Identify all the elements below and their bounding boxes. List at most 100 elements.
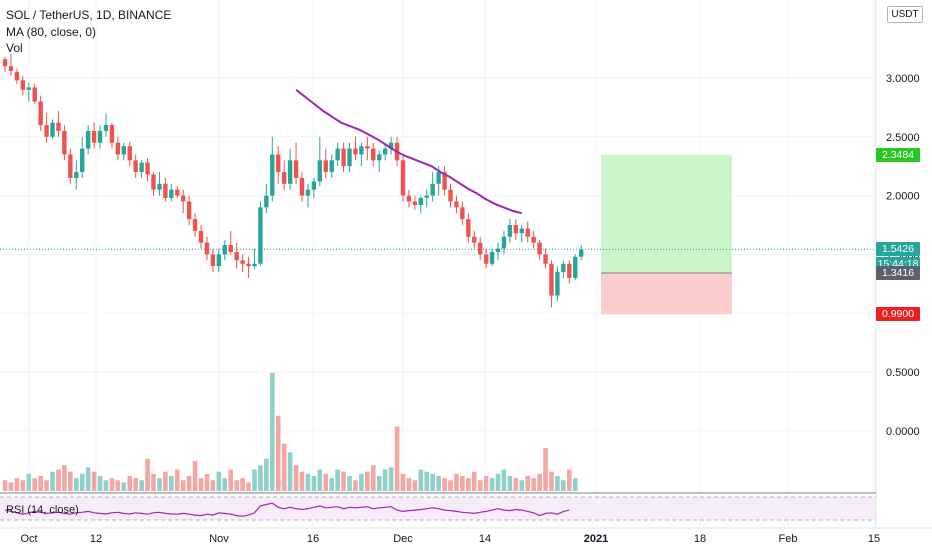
time-tick-label: Dec (393, 533, 413, 545)
volume-bar (192, 460, 198, 491)
candle-body (252, 263, 257, 267)
volume-bar (252, 469, 257, 491)
time-tick-label: 15 (868, 533, 880, 545)
volume-bar (394, 426, 400, 491)
candle-body (573, 256, 578, 278)
candle-body (382, 148, 388, 155)
candle-body (299, 177, 305, 196)
volume-bar (91, 471, 97, 491)
volume-bar (555, 475, 560, 491)
candle-body (424, 195, 429, 198)
volume-bar (388, 467, 394, 491)
candle-body (151, 174, 156, 190)
candle-body (371, 148, 376, 161)
candle-body (430, 183, 435, 196)
candle-body (62, 130, 67, 155)
volume-bar (121, 482, 127, 491)
volume-bar (436, 475, 441, 491)
symbol-title: SOL / TetherUS, 1D, BINANCE (6, 8, 172, 22)
candle-body (234, 252, 239, 261)
candle-body (240, 260, 245, 264)
volume-bar (341, 471, 346, 491)
volume-bar (454, 473, 459, 491)
candle-body (323, 160, 328, 173)
volume-bar (442, 478, 447, 491)
volume-bar (79, 473, 85, 491)
volume-bar (163, 471, 168, 491)
candle-body (210, 254, 216, 267)
candle-body (281, 172, 287, 184)
currency-button[interactable]: USDT (887, 6, 923, 23)
volume-bar (151, 473, 156, 491)
volume-bar (198, 478, 204, 491)
volume-bar (406, 478, 412, 491)
volume-bar (525, 475, 531, 491)
candle-body (133, 160, 138, 173)
volume-bar (293, 465, 299, 491)
candle-body (448, 189, 453, 202)
candle-body (80, 148, 85, 173)
volume-bar (210, 480, 216, 491)
candle-body (400, 160, 406, 196)
volume-bar (222, 478, 228, 491)
volume-bar (519, 480, 525, 491)
candle-body (537, 242, 542, 255)
volume-bar (311, 475, 317, 491)
volume-bar (20, 480, 26, 491)
candle-body (222, 244, 227, 255)
candle-body (163, 183, 168, 198)
profit-zone (601, 154, 732, 274)
volume-bar (507, 475, 513, 491)
volume-bar (370, 465, 376, 491)
volume-bar (186, 475, 192, 491)
rsi-legend: RSI (14, close) (6, 504, 79, 516)
candle-body (388, 142, 394, 149)
candle-body (264, 195, 269, 208)
candle-body (216, 254, 222, 267)
volume-bar (471, 471, 477, 491)
time-tick-label: Feb (779, 533, 798, 545)
volume-bar (317, 469, 323, 491)
candle-body (2, 59, 8, 67)
price-tick-label: 0.5000 (886, 367, 920, 379)
time-tick-label: 14 (479, 533, 491, 545)
candle-body (14, 72, 20, 81)
candle-body (501, 236, 507, 249)
volume-bar (133, 478, 138, 491)
candle-body (121, 146, 126, 155)
candle-body (91, 130, 97, 143)
volume-bar (495, 473, 501, 491)
volume-bar (430, 473, 435, 491)
stop-price-tag: 0.9900 (876, 307, 920, 322)
volume-bar (347, 475, 352, 491)
candle-body (555, 272, 560, 296)
volume-bar (531, 478, 536, 491)
candle-body (483, 254, 489, 264)
candle-body (157, 183, 162, 190)
volume-bar (537, 473, 542, 491)
volume-bar (109, 478, 115, 491)
candle-body (317, 160, 323, 182)
candle-body (406, 195, 412, 202)
candle-body (305, 189, 311, 196)
rsi-line (4, 502, 570, 517)
volume-bar (228, 469, 234, 491)
volume-bar (382, 469, 388, 491)
last-price-tag: 1.5426 (876, 242, 920, 257)
candle-body (513, 225, 519, 234)
volume-bar (62, 465, 67, 491)
candle-body (8, 66, 14, 71)
candle-body (293, 160, 299, 178)
candle-body (561, 263, 566, 273)
volume-bar (305, 473, 311, 491)
candle-body (377, 154, 382, 161)
candle-body (228, 244, 233, 253)
candle-body (109, 125, 115, 143)
volume-bar (466, 478, 471, 491)
volume-bar (412, 480, 418, 491)
candle-body (460, 207, 465, 220)
candle-body (353, 148, 358, 155)
entry-price-tag: 1.3416 (876, 266, 920, 281)
